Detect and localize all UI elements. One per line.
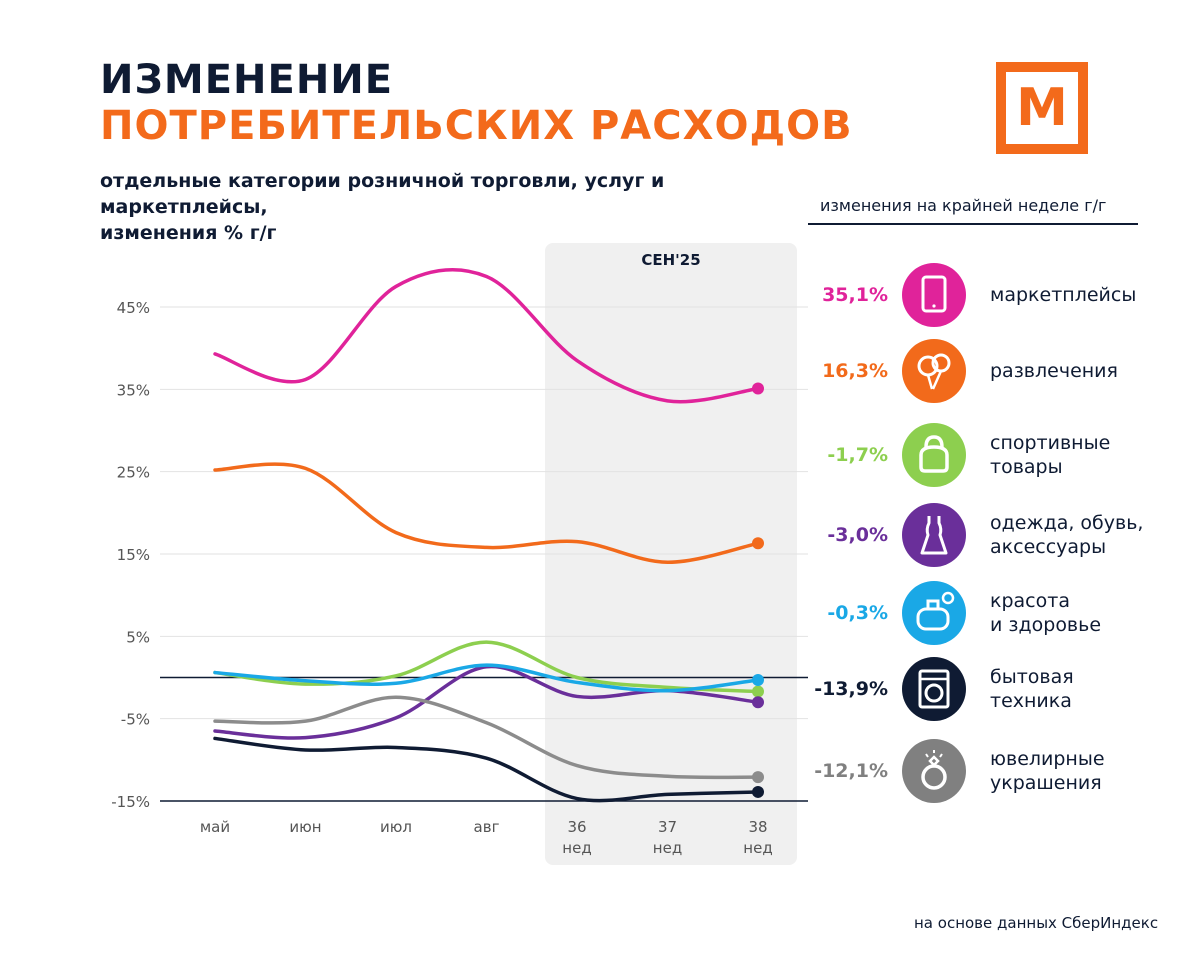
series-line [213, 695, 760, 780]
legend-item-marketplaces: 35,1% маркетплейсы [800, 258, 1180, 332]
series-end-point [752, 685, 764, 698]
legend-value: -0,3% [827, 602, 888, 624]
x-tick-label: 38 нед [743, 818, 772, 857]
series-line [213, 736, 760, 803]
series-end-point [752, 771, 764, 784]
balloons-icon [902, 339, 966, 403]
y-tick-label: 25% [117, 464, 150, 482]
x-tick-label: 36 нед [562, 818, 591, 857]
legend-item-jewelry: -12,1% ювелирные украшения [800, 734, 1180, 808]
x-tick-label: авг [474, 818, 500, 836]
title-line-2: ПОТРЕБИТЕЛЬСКИХ РАСХОДОВ [100, 103, 853, 149]
y-tick-label: 45% [117, 299, 150, 317]
legend-item-sports: -1,7% спортивные товары [800, 418, 1180, 492]
x-tick-label: 37 нед [653, 818, 682, 857]
logo-letter: М [1016, 78, 1068, 138]
legend-header: изменения на крайней неделе г/г [820, 196, 1107, 215]
legend-label: маркетплейсы [990, 284, 1137, 306]
legend-item-entertainment: 16,3% развлечения [800, 334, 1180, 408]
kettlebell-icon [902, 423, 966, 487]
washing-machine-icon [902, 657, 966, 721]
legend-value: 16,3% [822, 360, 888, 382]
x-tick-label: июл [380, 818, 412, 836]
legend-value: -1,7% [827, 444, 888, 466]
legend-divider [808, 223, 1138, 225]
series-line [213, 462, 760, 564]
legend-label: бытовая техника [990, 666, 1074, 712]
series-end-point [752, 537, 764, 550]
series-line [213, 640, 760, 694]
legend-label: красота и здоровье [990, 590, 1102, 636]
subtitle: отдельные категории розничной торговли, … [100, 170, 665, 244]
title-line-1: ИЗМЕНЕНИЕ [100, 57, 394, 103]
x-tick-label: май [200, 818, 230, 836]
legend-label: одежда, обувь, аксессуары [990, 512, 1144, 558]
legend-item-clothing: -3,0% одежда, обувь, аксессуары [800, 498, 1180, 572]
series-end-point [752, 673, 764, 686]
logo: М [996, 62, 1088, 154]
legend-value: -3,0% [827, 524, 888, 546]
series-line [213, 267, 760, 404]
legend-label: ювелирные украшения [990, 748, 1105, 794]
source-note: на основе данных СберИндекс [914, 914, 1159, 932]
legend-value: 35,1% [822, 284, 888, 306]
tablet-icon [902, 263, 966, 327]
ring-icon [902, 739, 966, 803]
september-highlight-label: СЕН'25 [641, 251, 700, 269]
series-end-point [752, 785, 764, 798]
y-tick-label: 15% [117, 546, 150, 564]
series-end-point [752, 382, 764, 395]
y-tick-label: -15% [111, 793, 150, 811]
x-tick-label: июн [289, 818, 321, 836]
y-tick-label: 5% [126, 628, 150, 646]
series-line [213, 663, 760, 693]
legend-value: -12,1% [814, 760, 888, 782]
legend-label: развлечения [990, 360, 1118, 382]
legend-value: -13,9% [814, 678, 888, 700]
series-end-point [752, 696, 764, 709]
legend-item-beauty: -0,3% красота и здоровье [800, 576, 1180, 650]
y-tick-label: -5% [121, 711, 150, 729]
dress-icon [902, 503, 966, 567]
legend-label: спортивные товары [990, 432, 1111, 478]
y-tick-label: 35% [117, 381, 150, 399]
perfume-icon [902, 581, 966, 645]
legend-item-appliances: -13,9% бытовая техника [800, 652, 1180, 726]
